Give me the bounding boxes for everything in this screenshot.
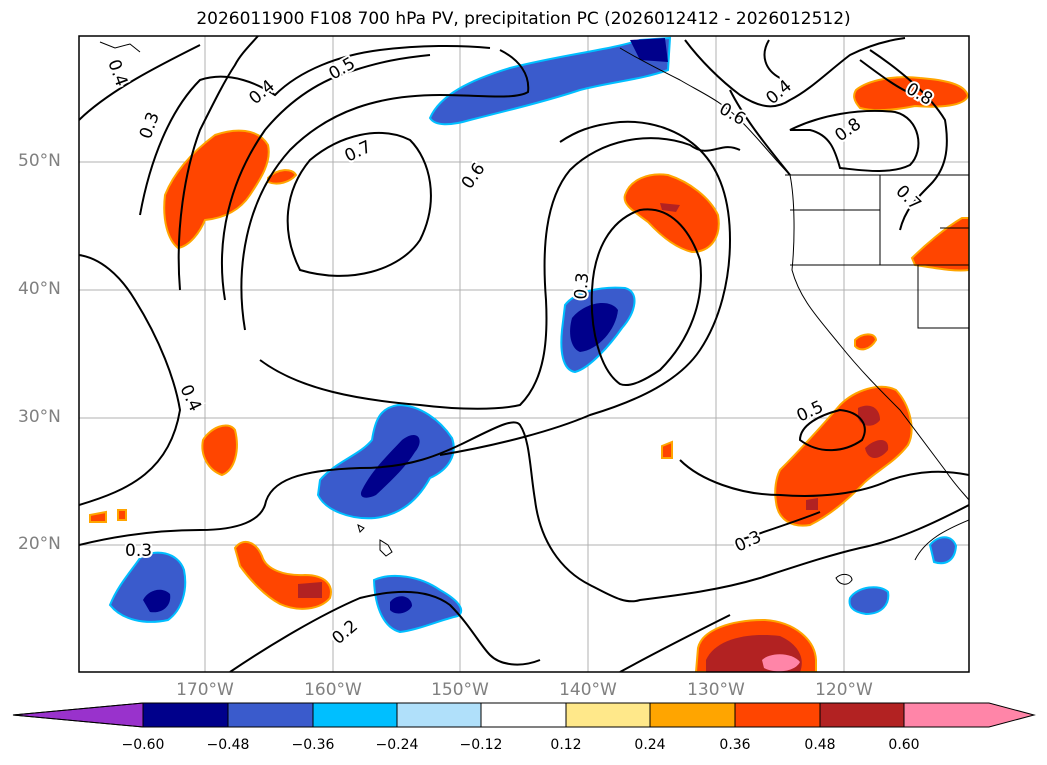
map-frame (78, 35, 970, 673)
colorbar-tick: 0.24 (634, 737, 666, 753)
precip-blob-west-core (143, 589, 171, 613)
precip-blob-alaska-core (630, 38, 668, 62)
colorbar-tick: 0.48 (804, 737, 836, 753)
lat-label: 40°N (18, 279, 61, 299)
contour-label: 0.5 (794, 397, 827, 427)
contour-label: 0.4 (762, 76, 796, 109)
colorbar (12, 702, 1036, 728)
precip-blob-ca-north (910, 217, 969, 272)
precip-blob-sw-chain (233, 540, 332, 610)
colorbar-tick: 0.60 (888, 737, 920, 753)
contour-label: 0.3 (732, 527, 765, 557)
gridlines (79, 36, 969, 672)
precip-blob-far-west (89, 510, 107, 523)
contour-label: 0.4 (245, 76, 279, 109)
precip-blob-gulf-alaska (428, 36, 672, 126)
lon-label: 170°W (176, 680, 234, 700)
precip-blob-ca-coast-core1 (858, 405, 880, 426)
lat-label: 20°N (18, 534, 61, 554)
precip-blob-ca-coast-core2 (865, 440, 889, 458)
precip-blob-sw-chain-core (298, 582, 322, 598)
lon-label: 120°W (815, 680, 873, 700)
colorbar-tick: −0.36 (291, 737, 335, 753)
precip-blob-northwest-small (267, 169, 298, 185)
contour-label: 0.3 (125, 541, 152, 561)
lon-label: 150°W (431, 680, 489, 700)
precip-positive-areas (89, 76, 969, 672)
precip-blob-north-central (623, 173, 720, 254)
precip-blob-south-bottom-pink (762, 654, 800, 672)
precip-blob-baja (928, 536, 958, 565)
lat-label: 30°N (18, 407, 61, 427)
precip-blob-sf-small (854, 333, 878, 351)
colorbar-tick: −0.60 (121, 737, 165, 753)
precip-blob-south-core (390, 596, 412, 614)
colorbar-tick: −0.12 (459, 737, 503, 753)
precip-blob-ca-coast-core3 (806, 498, 818, 510)
colorbar-tick: −0.48 (206, 737, 250, 753)
precip-blob-small-dot (661, 440, 673, 459)
contour-label: 0.3 (571, 272, 593, 301)
precip-blob-north-central-core (660, 203, 680, 212)
precip-blob-south (372, 574, 463, 634)
contour-label: 0.8 (831, 114, 865, 146)
precip-blob-west (108, 551, 187, 623)
contour-label: 0.7 (891, 181, 924, 214)
contour-label: 0.3 (136, 109, 164, 141)
colorbar-tick: 0.36 (719, 737, 751, 753)
contour-label: 0.6 (458, 159, 490, 193)
lon-label: 130°W (687, 680, 745, 700)
map-title: 2026011900 F108 700 hPa PV, precipitatio… (196, 9, 851, 29)
precip-negative-areas (108, 36, 958, 634)
lon-label: 160°W (304, 680, 362, 700)
lat-label: 50°N (18, 151, 61, 171)
precip-blob-far-west-2 (117, 509, 127, 521)
colorbar-tick: 0.12 (550, 737, 582, 753)
lon-label: 140°W (559, 680, 617, 700)
precip-blob-se-small (848, 586, 890, 616)
pv-contours (79, 36, 969, 672)
coastlines (99, 41, 969, 585)
precip-blob-hawaii-west (201, 424, 238, 477)
colorbar-tick: −0.24 (375, 737, 419, 753)
